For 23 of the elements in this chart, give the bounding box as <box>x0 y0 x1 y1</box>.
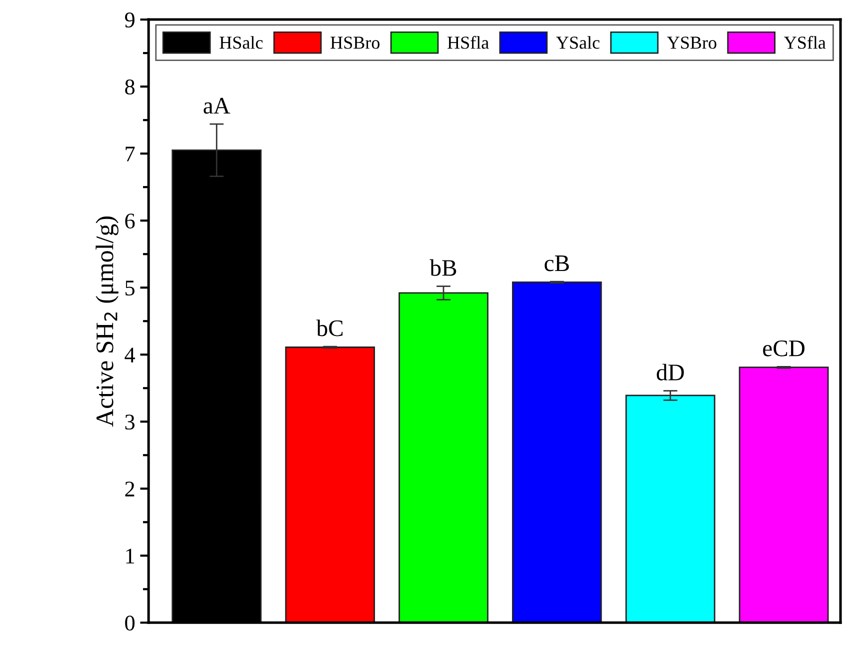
legend-label: YSalc <box>556 36 600 49</box>
legend-label: YSfla <box>784 36 826 49</box>
y-tick-label: 3 <box>125 414 135 430</box>
y-tick-label: 0 <box>125 616 135 631</box>
legend-label: HSalc <box>220 36 263 49</box>
data-label: bB <box>430 259 456 276</box>
legend-label: YSBro <box>667 36 716 49</box>
y-tick-label: 8 <box>125 80 135 94</box>
y-tick-label: 9 <box>124 12 134 28</box>
y-tick-label: 1 <box>126 548 134 564</box>
legend-label: HSfla <box>448 36 489 49</box>
legend-label: HSBro <box>330 36 380 49</box>
y-tick-label: 2 <box>125 482 134 496</box>
data-label: cB <box>544 256 569 272</box>
data-label: aA <box>204 98 230 114</box>
data-label: dD <box>656 364 684 380</box>
y-tick-label: 6 <box>125 214 135 229</box>
y-tick-label: 4 <box>124 348 136 362</box>
y-axis-title: Active SH$_{2}$ (μmol/g) <box>96 216 118 427</box>
y-tick-label: 5 <box>126 280 135 296</box>
y-tick-label: 7 <box>126 146 135 162</box>
data-label: bC <box>316 320 343 336</box>
data-label: eCD <box>763 340 804 356</box>
